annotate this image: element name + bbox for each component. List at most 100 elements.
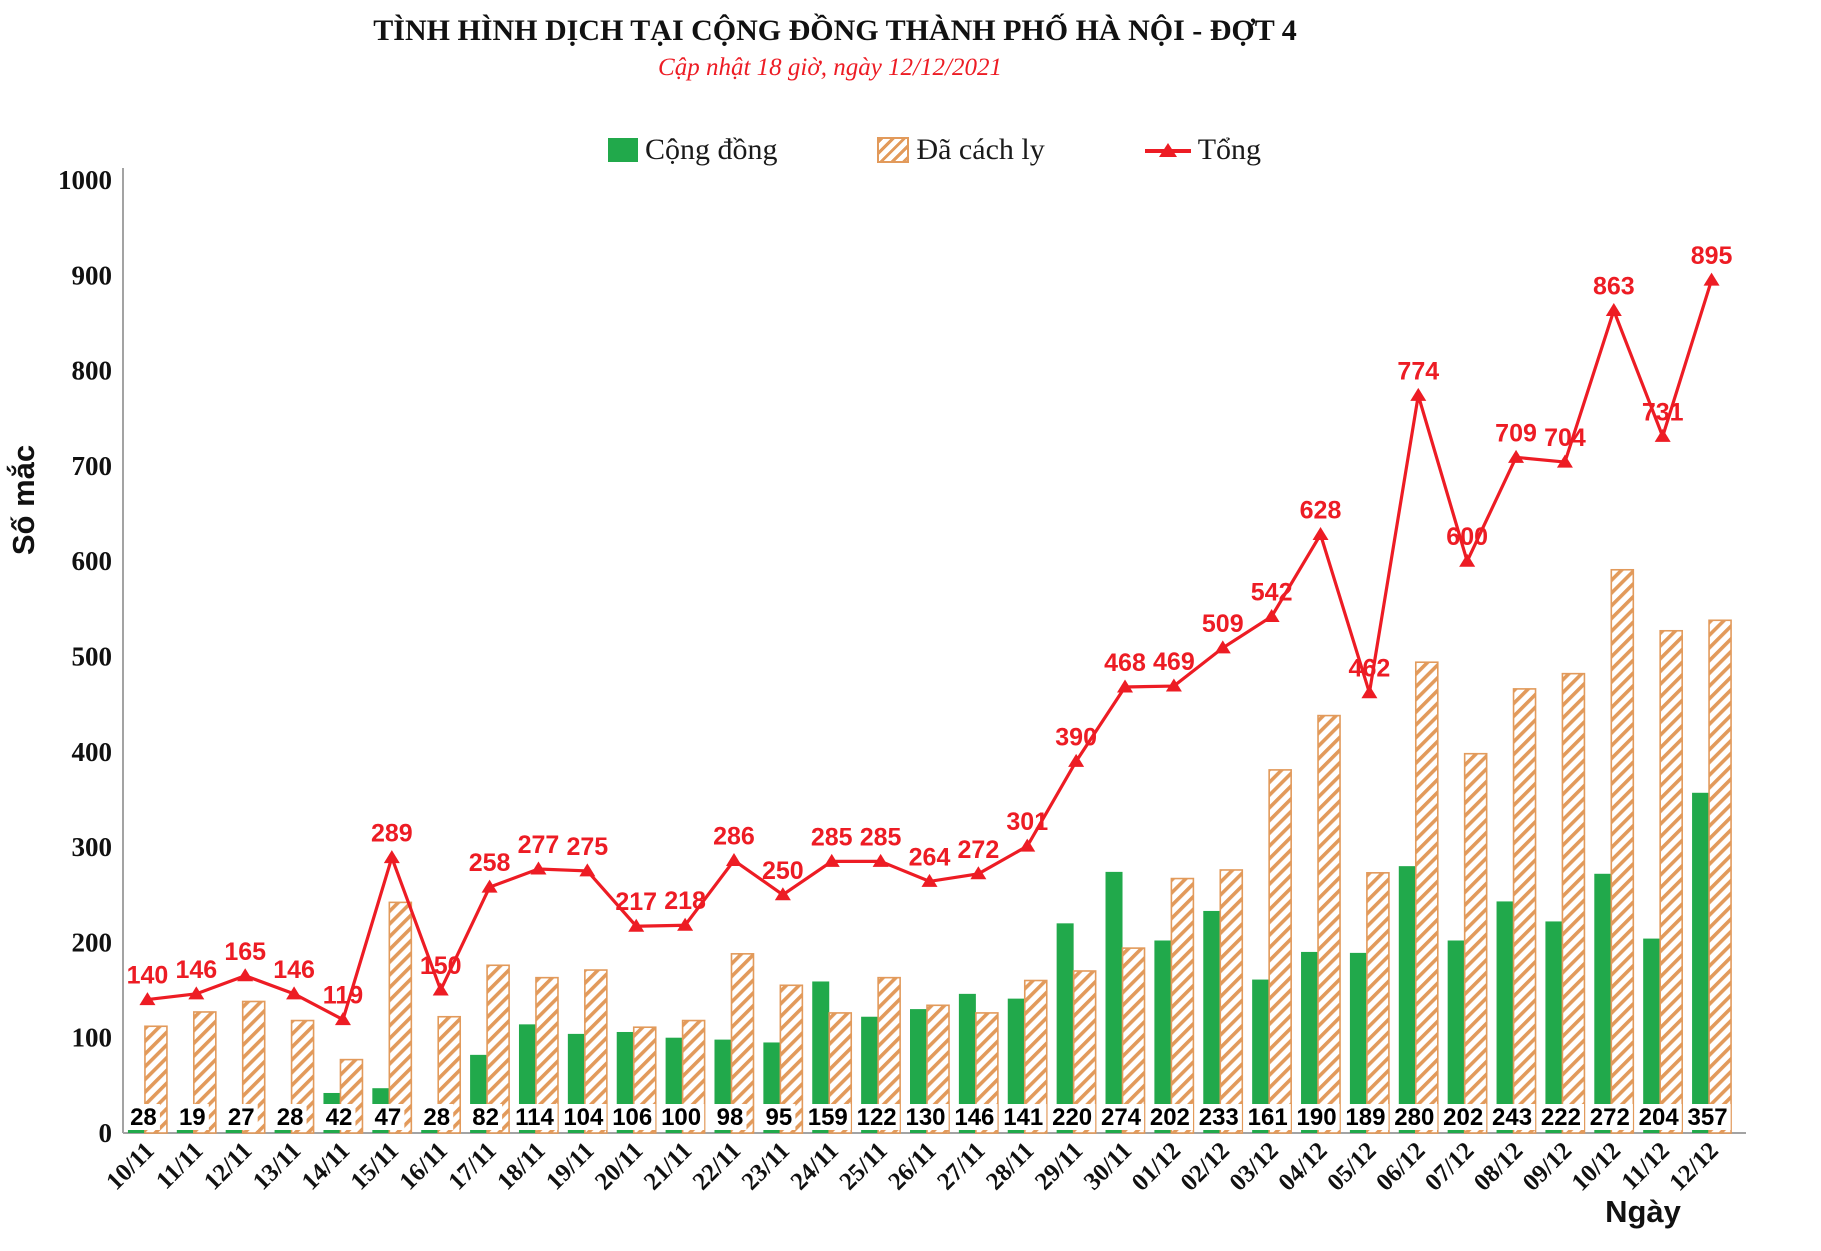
tong-marker	[677, 917, 694, 931]
tong-marker	[334, 1012, 351, 1026]
bar-value-label: 28	[423, 1104, 450, 1131]
bar-value-label-box	[1146, 1104, 1193, 1130]
bar-value-label: 202	[1150, 1104, 1190, 1131]
x-tick-label: 14/11	[297, 1137, 355, 1195]
tong-value-label: 704	[1544, 424, 1586, 452]
bar-da-cach-ly	[486, 964, 510, 1134]
tong-value-label: 468	[1104, 649, 1146, 677]
x-tick-label: 25/11	[834, 1137, 892, 1195]
tong-value-label: 285	[860, 823, 902, 851]
x-tick-label: 28/11	[981, 1137, 1039, 1195]
bar-cong-dong	[1154, 940, 1172, 1133]
tong-marker	[481, 879, 498, 893]
tong-value-label: 275	[566, 833, 608, 861]
x-tick-label: 10/12	[1567, 1137, 1626, 1196]
bar-da-cach-ly	[1170, 877, 1195, 1134]
bar-value-label: 202	[1443, 1104, 1483, 1131]
x-tick-label: 27/11	[932, 1137, 990, 1195]
tong-marker	[530, 861, 547, 875]
bar-cong-dong	[1056, 923, 1074, 1133]
x-tick-label: 02/12	[1176, 1137, 1235, 1196]
bar-cong-dong	[1349, 952, 1367, 1133]
bar-da-cach-ly	[877, 976, 901, 1134]
x-axis-title: Ngày	[1605, 1194, 1682, 1229]
tong-value-label: 542	[1251, 578, 1293, 606]
bar-value-label: 272	[1590, 1104, 1630, 1131]
legend-label-da-cach-ly: Đã cách ly	[916, 133, 1045, 166]
bar-value-label-box	[1586, 1104, 1633, 1130]
bar-cong-dong	[861, 1016, 879, 1133]
bar-da-cach-ly	[1463, 752, 1488, 1134]
x-tick-label: 26/11	[883, 1137, 941, 1195]
bar-value-label: 19	[179, 1104, 206, 1131]
bar-value-label-box	[1342, 1104, 1389, 1130]
tong-value-label: 150	[420, 952, 462, 980]
tong-marker	[286, 986, 303, 1000]
bar-cong-dong	[1007, 998, 1025, 1133]
bar-da-cach-ly	[584, 969, 608, 1134]
bar-value-label-box	[1000, 1104, 1047, 1130]
line-triangle-swatch-icon	[1144, 142, 1191, 158]
x-tick-label: 06/12	[1371, 1137, 1430, 1196]
x-tick-label: 15/11	[346, 1137, 404, 1195]
x-tick-label: 03/12	[1225, 1137, 1284, 1196]
x-tick-label: 12/12	[1664, 1137, 1723, 1196]
tong-marker	[1605, 303, 1622, 317]
bar-da-cach-ly	[1610, 568, 1635, 1134]
y-tick-label: 0	[99, 1118, 113, 1148]
tong-value-label: 272	[958, 836, 1000, 864]
bar-value-label-box	[224, 1104, 258, 1130]
bar-value-label-box	[1049, 1104, 1096, 1130]
x-tick-label: 04/12	[1273, 1137, 1332, 1196]
tong-marker	[1459, 553, 1476, 567]
tong-value-label: 146	[273, 956, 315, 984]
tong-marker	[237, 968, 254, 982]
bar-value-label: 130	[905, 1104, 945, 1131]
tong-value-label: 165	[224, 938, 266, 966]
x-tick-label: 24/11	[786, 1137, 844, 1195]
bar-da-cach-ly	[779, 984, 804, 1134]
chart-subtitle: Cập nhật 18 giờ, ngày 12/12/2021	[658, 54, 1002, 81]
tong-marker	[725, 852, 742, 866]
x-tick-label: 11/12	[1617, 1137, 1675, 1195]
tong-value-label: 146	[175, 956, 217, 984]
bar-value-label-box	[804, 1104, 851, 1130]
bar-cong-dong	[1643, 938, 1661, 1133]
bar-value-label: 95	[766, 1104, 793, 1131]
tong-value-label: 462	[1349, 655, 1391, 683]
x-tick-label: 11/11	[151, 1137, 208, 1194]
y-tick-label: 400	[72, 737, 113, 767]
tong-value-label: 258	[469, 849, 511, 877]
tong-value-label: 863	[1593, 273, 1635, 301]
y-tick-label: 200	[72, 927, 113, 957]
bar-value-label-box	[1391, 1104, 1438, 1130]
x-tick-label: 01/12	[1127, 1137, 1186, 1196]
bar-cong-dong	[1496, 901, 1514, 1133]
bar-value-label: 27	[228, 1104, 255, 1131]
tong-marker	[432, 982, 449, 996]
tong-value-label: 600	[1446, 523, 1488, 551]
tong-marker	[1068, 753, 1085, 767]
y-tick-label: 1000	[58, 165, 112, 195]
tong-marker	[1703, 272, 1720, 286]
bar-cong-dong	[1252, 979, 1270, 1133]
legend-label-tong: Tổng	[1197, 133, 1262, 166]
tong-marker	[1361, 685, 1378, 699]
bar-da-cach-ly	[1317, 714, 1341, 1134]
bar-cong-dong	[812, 981, 830, 1133]
y-tick-label: 100	[72, 1023, 113, 1053]
bar-value-label-box	[1440, 1104, 1487, 1130]
tong-value-label: 390	[1055, 723, 1097, 751]
bar-da-cach-ly	[1414, 661, 1439, 1134]
bar-value-label: 243	[1492, 1104, 1532, 1131]
y-tick-label: 700	[72, 451, 113, 481]
bar-da-cach-ly	[975, 1012, 999, 1134]
tong-marker	[1410, 387, 1427, 401]
tong-value-label: 217	[615, 888, 657, 916]
bar-value-label: 100	[661, 1104, 701, 1131]
bar-da-cach-ly	[828, 1012, 853, 1134]
bar-cong-dong	[1447, 940, 1465, 1133]
bar-value-label: 220	[1052, 1104, 1092, 1131]
bar-value-label-box	[371, 1104, 405, 1130]
y-tick-label: 300	[72, 832, 113, 862]
